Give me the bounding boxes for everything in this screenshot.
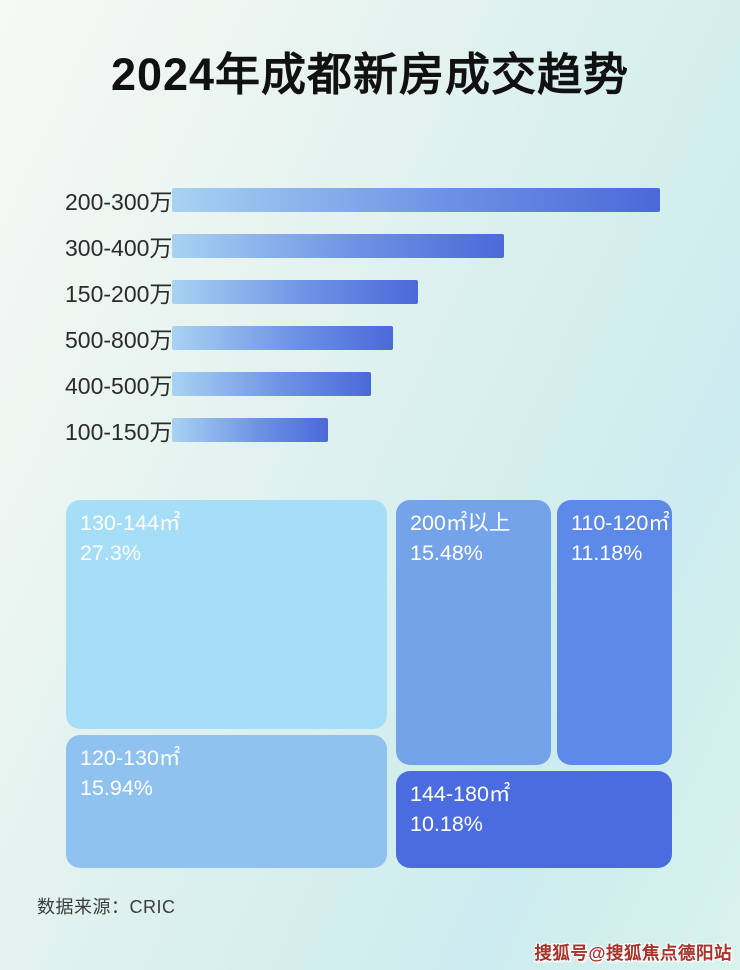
bar-row: 300-400万 [65,234,660,261]
treemap-cell-200-plus: 200㎡以上 15.48% [396,500,551,765]
treemap-cell-percent: 11.18% [571,541,643,565]
treemap-cell-percent: 10.18% [410,812,483,836]
bar-category-label: 400-500万 [65,373,173,399]
bar-fill [172,188,660,212]
bar-track [172,234,660,258]
treemap-cell-110-120: 110-120㎡ 11.18% [557,500,672,765]
bar-category-label: 500-800万 [65,327,173,353]
bar-fill [172,418,329,442]
page-title: 2024年成都新房成交趋势 [110,49,630,100]
bar-track [172,372,660,396]
treemap-cell-144-180: 144-180㎡ 10.18% [396,771,672,868]
sohu-watermark: 搜狐号@搜狐焦点德阳站 [534,943,732,963]
treemap-cell-percent: 27.3% [80,541,141,565]
bar-track [172,188,660,212]
bar-category-label: 100-150万 [65,419,173,445]
bar-track [172,418,660,442]
bar-category-label: 150-200万 [65,281,173,307]
bar-fill [172,280,419,304]
bar-row: 500-800万 [65,326,660,353]
treemap-cell-label: 200㎡以上 [410,511,511,535]
price-band-bar-chart: 200-300万 300-400万 150-200万 500-800万 400-… [65,188,660,464]
treemap-cell-percent: 15.94% [80,776,153,800]
bar-fill [172,372,372,396]
treemap-cell-label: 130-144㎡ [80,511,181,535]
treemap-cell-percent: 15.48% [410,541,483,565]
bar-fill [172,234,504,258]
bar-row: 100-150万 [65,418,660,445]
bar-row: 200-300万 [65,188,660,215]
bar-row: 150-200万 [65,280,660,307]
bar-track [172,280,660,304]
bar-fill [172,326,394,350]
bar-track [172,326,660,350]
treemap-cell-label: 120-130㎡ [80,746,181,770]
data-source-label: 数据来源：CRIC [37,897,176,917]
treemap-cell-120-130: 120-130㎡ 15.94% [66,735,387,868]
bar-category-label: 300-400万 [65,235,173,261]
treemap-cell-130-144: 130-144㎡ 27.3% [66,500,387,729]
bar-row: 400-500万 [65,372,660,399]
treemap-cell-label: 110-120㎡ [571,511,670,535]
treemap-cell-label: 144-180㎡ [410,782,511,806]
bar-category-label: 200-300万 [65,189,173,215]
